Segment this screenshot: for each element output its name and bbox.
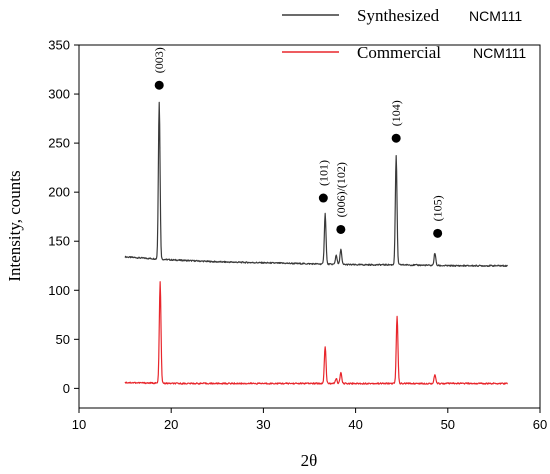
legend-label-commercial: Commercial xyxy=(357,43,441,62)
y-axis-ticks: 0 50 100 150 200 250 300 350 xyxy=(48,38,79,396)
x-tick-label: 10 xyxy=(72,417,86,432)
peak-marker xyxy=(336,224,346,234)
y-axis-title: Intensity, counts xyxy=(5,170,24,281)
legend: Synthesized NCM111 Commercial NCM111 xyxy=(282,6,526,62)
peak-marker xyxy=(154,80,164,90)
peak-marker xyxy=(318,193,328,203)
series-line-commercial xyxy=(124,281,508,385)
y-tick-label: 150 xyxy=(48,234,70,249)
peak-annotations: (003) (101) (006)/(102) (104) (105) xyxy=(152,47,445,238)
y-tick-label: 50 xyxy=(56,332,70,347)
series-line-synthesized xyxy=(124,101,508,268)
peak-label: (105) xyxy=(431,195,445,221)
x-axis-title: 2θ xyxy=(301,451,318,470)
x-tick-label: 40 xyxy=(348,417,362,432)
x-axis-ticks: 10 20 30 40 50 60 xyxy=(72,408,547,432)
peak-marker xyxy=(391,133,401,143)
y-tick-label: 250 xyxy=(48,136,70,151)
legend-sublabel-commercial: NCM111 xyxy=(473,45,526,61)
y-tick-label: 300 xyxy=(48,87,70,102)
x-tick-label: 60 xyxy=(533,417,547,432)
y-tick-label: 200 xyxy=(48,185,70,200)
peak-label: (006)/(102) xyxy=(334,162,348,217)
legend-label-synthesized: Synthesized xyxy=(357,6,440,25)
x-tick-label: 50 xyxy=(441,417,455,432)
y-tick-label: 100 xyxy=(48,283,70,298)
peak-marker xyxy=(433,228,443,238)
x-tick-label: 30 xyxy=(256,417,270,432)
plot-frame xyxy=(78,44,541,409)
y-tick-label: 0 xyxy=(63,381,70,396)
peak-label: (101) xyxy=(316,160,330,186)
series-layer xyxy=(124,101,508,385)
y-tick-label: 350 xyxy=(48,38,70,53)
x-tick-label: 20 xyxy=(164,417,178,432)
peak-label: (003) xyxy=(152,47,166,73)
peak-label: (104) xyxy=(389,100,403,126)
legend-sublabel-synthesized: NCM111 xyxy=(469,8,522,24)
